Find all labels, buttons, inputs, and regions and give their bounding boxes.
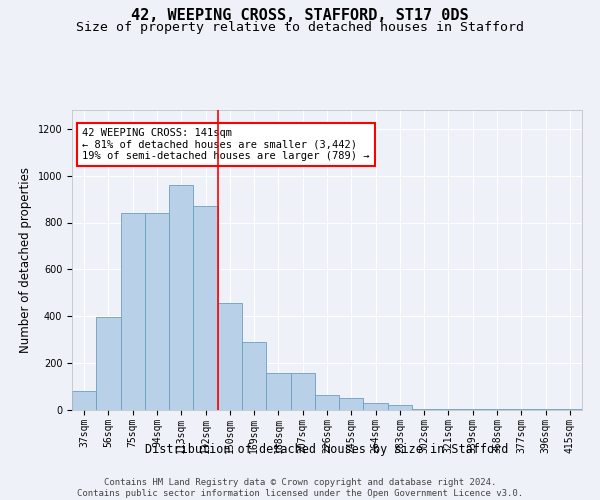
Bar [388, 406, 412, 410]
Text: Size of property relative to detached houses in Stafford: Size of property relative to detached ho… [76, 21, 524, 34]
Bar [364, 403, 388, 410]
Bar [193, 206, 218, 410]
Text: 42 WEEPING CROSS: 141sqm
← 81% of detached houses are smaller (3,442)
19% of sem: 42 WEEPING CROSS: 141sqm ← 81% of detach… [82, 128, 370, 161]
Text: Contains HM Land Registry data © Crown copyright and database right 2024.
Contai: Contains HM Land Registry data © Crown c… [77, 478, 523, 498]
Bar [218, 304, 242, 410]
Bar [242, 342, 266, 410]
Bar [485, 409, 509, 410]
Bar [436, 409, 461, 410]
Bar [412, 409, 436, 410]
Bar [290, 372, 315, 410]
Bar [145, 213, 169, 410]
Bar [533, 409, 558, 410]
Bar [339, 398, 364, 410]
Bar [169, 185, 193, 410]
Bar [72, 391, 96, 410]
Bar [315, 395, 339, 410]
Bar [96, 318, 121, 410]
Bar [558, 409, 582, 410]
Text: Distribution of detached houses by size in Stafford: Distribution of detached houses by size … [145, 442, 509, 456]
Y-axis label: Number of detached properties: Number of detached properties [19, 167, 32, 353]
Text: 42, WEEPING CROSS, STAFFORD, ST17 0DS: 42, WEEPING CROSS, STAFFORD, ST17 0DS [131, 8, 469, 22]
Bar [266, 372, 290, 410]
Bar [509, 409, 533, 410]
Bar [121, 213, 145, 410]
Bar [461, 409, 485, 410]
